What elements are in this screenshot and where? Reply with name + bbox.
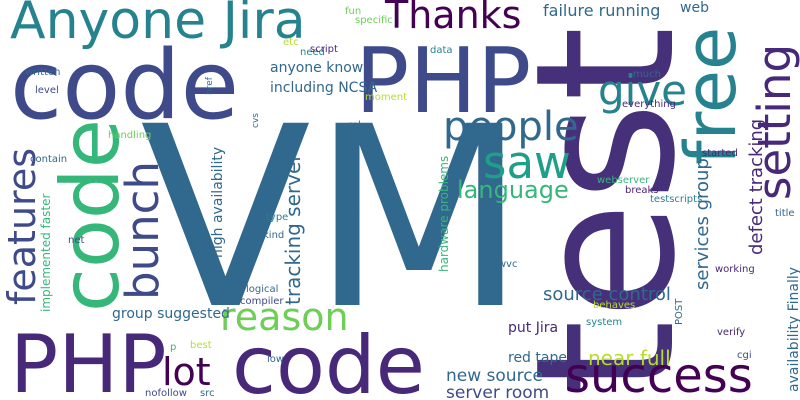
word: data xyxy=(430,45,453,56)
word: nofollow xyxy=(145,388,187,399)
word: kind xyxy=(263,230,284,241)
word: etc xyxy=(283,37,299,48)
word: breaks xyxy=(625,185,659,196)
word: availability Finally xyxy=(786,267,800,392)
word: src xyxy=(200,388,215,399)
word: behaves xyxy=(593,300,635,311)
word: services group xyxy=(692,158,713,290)
word: verify xyxy=(717,327,745,338)
word: low xyxy=(267,354,284,365)
word: test xyxy=(495,26,718,395)
word: cgi xyxy=(737,350,752,361)
word: bunch xyxy=(116,161,169,300)
word: PHP xyxy=(10,318,167,400)
word: Thanks xyxy=(384,0,521,37)
word: everything xyxy=(622,99,676,110)
word: much xyxy=(633,69,661,80)
word: group suggested xyxy=(112,306,230,322)
word: VM xyxy=(140,73,527,364)
word: source control xyxy=(543,284,671,305)
word: net xyxy=(68,235,84,246)
word: p xyxy=(170,342,176,353)
word: failure running xyxy=(543,1,660,20)
word: title xyxy=(775,208,795,219)
word: POST xyxy=(674,298,685,325)
word: give xyxy=(598,66,687,115)
word: viewvc xyxy=(483,259,517,270)
word: specific xyxy=(355,15,393,26)
word: saw xyxy=(483,136,571,189)
word: language xyxy=(457,176,569,204)
word: server room xyxy=(446,383,549,400)
word: running SVN xyxy=(344,135,360,222)
word: implemented faster xyxy=(39,194,53,312)
word: success xyxy=(565,348,753,400)
word: reason xyxy=(220,295,349,339)
word: free xyxy=(670,27,752,165)
word: system xyxy=(586,317,622,328)
word: compiler xyxy=(240,296,284,307)
word: PHP xyxy=(355,29,531,134)
word: high availability xyxy=(210,147,226,258)
word: defect tracking xyxy=(746,119,767,255)
word: fun xyxy=(345,6,361,17)
word: red tape xyxy=(508,350,567,366)
word: logical xyxy=(246,284,278,295)
word: lot xyxy=(162,350,211,394)
word: contain xyxy=(30,154,67,165)
word: working xyxy=(715,264,755,275)
word: webserver xyxy=(597,175,650,186)
word: started xyxy=(702,148,738,159)
word: code xyxy=(232,319,425,400)
word: new source xyxy=(446,366,543,386)
word: hardware problems xyxy=(437,156,451,272)
word: script xyxy=(310,44,338,55)
word: web xyxy=(680,0,709,16)
word: rel xyxy=(348,120,361,131)
word: testscripts xyxy=(650,194,702,205)
word: best xyxy=(190,340,212,351)
word: people xyxy=(443,104,579,150)
word: code xyxy=(10,31,239,141)
word: moment xyxy=(365,92,407,103)
word: written xyxy=(25,67,60,78)
word: code xyxy=(44,119,137,312)
word: setting xyxy=(748,44,800,200)
word: level xyxy=(35,85,59,96)
word: near full xyxy=(588,346,671,370)
word: handling xyxy=(108,130,151,141)
word: features xyxy=(0,148,44,305)
word: href xyxy=(205,76,215,95)
word: including NCSA xyxy=(270,80,378,96)
word: type xyxy=(266,212,288,223)
word: tracking server xyxy=(281,153,305,305)
word: anyone know xyxy=(270,60,363,76)
word: Anyone Jira xyxy=(10,0,306,51)
word: put Jira xyxy=(508,320,558,336)
word: need xyxy=(300,47,325,58)
word: cvs xyxy=(251,113,261,128)
